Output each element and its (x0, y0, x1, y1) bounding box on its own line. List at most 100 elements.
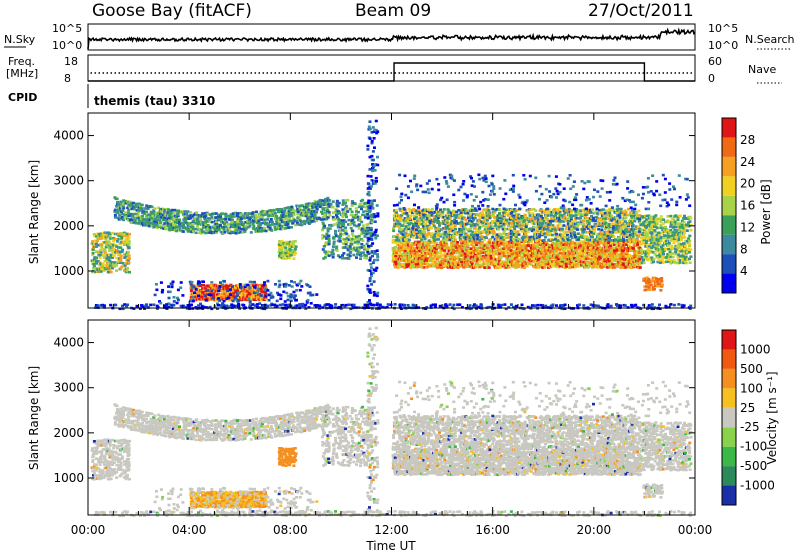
power-echo-cell (505, 263, 509, 266)
power-echo-cell (435, 208, 438, 211)
power-echo-cell (554, 249, 558, 252)
power-echo-cell (439, 263, 443, 266)
power-echo-cell (417, 255, 421, 259)
power-echo-cell (314, 205, 318, 209)
power-echo-cell (315, 293, 319, 296)
power-echo-cell (104, 245, 108, 249)
power-echo-cell (286, 298, 290, 302)
power-echo-cell (130, 207, 134, 211)
power-echo-cell (500, 242, 504, 245)
power-echo-cell (319, 198, 323, 202)
power-echo-cell (465, 233, 469, 237)
power-echo-cell (412, 263, 416, 266)
nave-label: Nave (748, 63, 776, 76)
power-echo-cell (562, 251, 566, 254)
power-echo-cell (508, 222, 512, 225)
power-echo-cell (290, 208, 294, 211)
power-echo-cell (473, 216, 477, 220)
power-echo-cell (326, 227, 330, 230)
power-echo-cell (175, 215, 178, 218)
power-echo-cell (311, 202, 315, 205)
power-echo-cell (456, 241, 460, 244)
power-echo-cell (476, 265, 480, 269)
power-echo-cell (605, 252, 609, 256)
power-echo-cell (366, 239, 370, 243)
power-echo-cell (263, 213, 267, 216)
power-echo-cell (338, 240, 342, 243)
power-echo-cell (542, 241, 546, 245)
power-echo-cell (451, 209, 455, 213)
power-echo-cell (123, 264, 127, 267)
power-echo-cell (246, 221, 250, 225)
power-echo-cell (468, 229, 472, 233)
power-echo-cell (350, 200, 354, 203)
power-echo-cell (624, 240, 628, 244)
power-echo-cell (520, 219, 524, 222)
power-echo-cell (98, 256, 102, 260)
power-echo-cell (543, 209, 547, 212)
power-echo-cell (348, 254, 352, 258)
power-echo-cell (144, 207, 148, 210)
power-echo-cell (308, 218, 312, 222)
power-echo-cell (258, 292, 261, 296)
power-echo-cell (471, 218, 475, 222)
power-echo-cell (200, 295, 204, 299)
power-echo-cell (376, 163, 380, 167)
power-echo-cell (342, 223, 346, 227)
power-echo-cell (483, 231, 487, 234)
power-echo-cell (513, 227, 517, 230)
power-echo-cell (232, 223, 236, 226)
power-echo-cell (115, 240, 119, 243)
power-echo-cell (101, 253, 105, 257)
power-echo-cell (436, 251, 440, 254)
power-echo-cell (452, 263, 456, 267)
power-echo-cell (186, 224, 190, 228)
power-echo-cell (485, 259, 489, 263)
power-echo-cell (468, 219, 471, 223)
power-echo-cell (536, 230, 540, 233)
power-echo-cell (151, 211, 155, 214)
power-echo-cell (539, 227, 543, 230)
power-echo-cell (491, 220, 495, 223)
power-echo-cell (524, 235, 528, 239)
power-echo-cell (602, 263, 606, 266)
power-echo-cell (482, 243, 486, 246)
power-echo-cell (397, 262, 401, 265)
power-echo-cell (218, 294, 222, 298)
power-echo-cell (346, 198, 350, 202)
power-echo-cell (512, 225, 516, 229)
power-echo-cell (575, 241, 579, 244)
power-echo-cell (163, 208, 167, 212)
power-echo-cell (99, 232, 103, 236)
power-echo-cell (99, 250, 103, 254)
power-echo-cell (230, 290, 234, 294)
power-echo-cell (399, 216, 403, 219)
power-echo-cell (376, 214, 380, 218)
power-echo-cell (478, 225, 482, 229)
power-echo-cell (119, 200, 123, 204)
power-echo-cell (403, 266, 407, 269)
power-echo-cell (220, 217, 224, 221)
power-echo-cell (283, 212, 287, 215)
power-echo-cell (114, 251, 118, 254)
power-echo-cell (176, 221, 179, 225)
power-echo-cell (135, 205, 139, 209)
power-echo-cell (96, 237, 100, 240)
power-echo-cell (203, 294, 207, 297)
power-echo-cell (373, 182, 377, 185)
power-echo-cell (373, 233, 377, 237)
power-echo-cell (112, 239, 116, 243)
power-echo-cell (296, 212, 300, 216)
power-echo-cell (399, 228, 403, 231)
power-echo-cell (148, 224, 152, 228)
power-echo-cell (469, 216, 473, 219)
power-echo-cell (483, 260, 487, 264)
power-echo-cell (473, 214, 476, 218)
power-echo-cell (326, 253, 329, 256)
power-echo-cell (361, 198, 365, 202)
power-echo-cell (111, 231, 114, 235)
power-echo-cell (460, 233, 464, 237)
power-echo-cell (549, 254, 553, 258)
power-echo-cell (433, 248, 437, 252)
power-echo-cell (200, 290, 204, 294)
